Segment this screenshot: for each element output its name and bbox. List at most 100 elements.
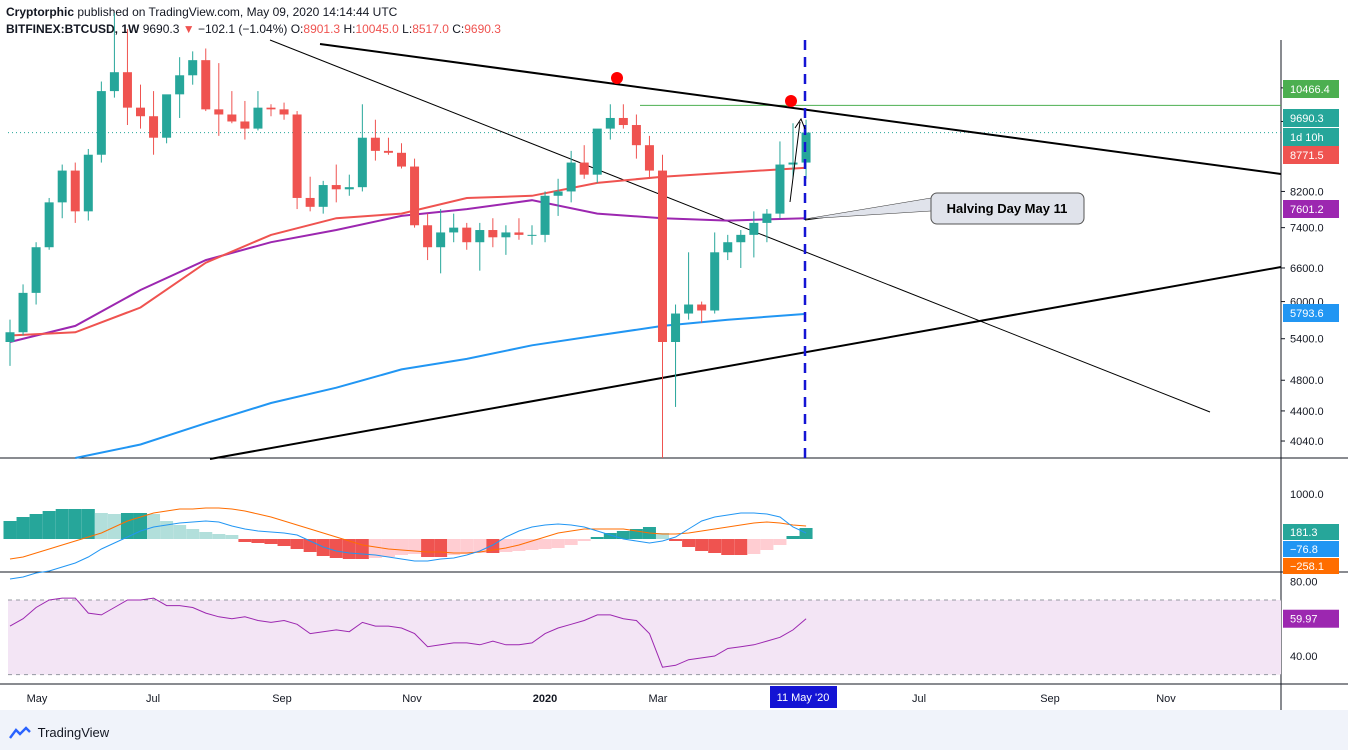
candle (383, 137, 393, 155)
candle-body (684, 304, 694, 314)
time-tick-label: 2020 (533, 693, 557, 705)
candle-body (775, 164, 785, 214)
candle (592, 128, 602, 183)
macd-histogram-bar (538, 539, 552, 549)
candle-body (788, 162, 798, 165)
halving-date-badge (770, 686, 837, 708)
candle-body (122, 72, 132, 108)
macd-histogram-bar (147, 514, 161, 539)
candle-body (331, 185, 341, 190)
candle (279, 102, 289, 120)
candle (527, 225, 537, 245)
macd-histogram-bar (329, 539, 343, 558)
candle-body (70, 170, 80, 212)
candle (449, 213, 459, 243)
candle (514, 218, 524, 240)
macd-badge-text: −258.1 (1290, 561, 1324, 573)
candle (188, 51, 198, 85)
rsi-badge (1283, 609, 1339, 628)
open-value: 8901.3 (303, 22, 341, 36)
macd-histogram-bar (525, 539, 539, 550)
candle (788, 123, 798, 179)
rsi-band-fill (8, 600, 1281, 675)
candle-body (723, 242, 733, 253)
macd-badge-text: 181.3 (1290, 527, 1318, 539)
price-tick-label: 4400.0 (1290, 406, 1324, 418)
candle (397, 143, 406, 169)
macd-histogram-bar (734, 539, 748, 555)
price-change: −102.1 (−1.04%) (197, 22, 288, 36)
candle (605, 104, 615, 140)
chart-area[interactable]: 11000.010000.08200.07400.06600.06000.054… (0, 0, 1348, 710)
candle-body (57, 170, 67, 203)
candle (775, 141, 785, 219)
plot-background (0, 40, 1348, 684)
tradingview-logo[interactable]: TradingView (8, 724, 109, 740)
candle (96, 81, 106, 163)
candle-body (18, 292, 28, 333)
candle-body (253, 107, 263, 129)
candle (710, 232, 720, 314)
candle (136, 84, 145, 129)
price-badge (1283, 304, 1339, 322)
candle (57, 164, 67, 219)
price-badge-text: 1d 10h (1290, 132, 1324, 144)
candle (540, 191, 550, 243)
candle (410, 158, 420, 228)
publish-info: Cryptorphic published on TradingView.com… (6, 5, 397, 19)
time-tick-label: Nov (402, 693, 422, 705)
candle-body (149, 116, 159, 138)
candle (201, 48, 211, 112)
macd-histogram-bar (290, 539, 304, 549)
candle-body (736, 234, 746, 243)
macd-histogram-bar (342, 539, 356, 559)
author-name[interactable]: Cryptorphic (6, 5, 75, 19)
macd-histogram-bar (721, 539, 735, 555)
macd-histogram-bar (355, 539, 369, 559)
macd-histogram-bar (186, 529, 200, 539)
time-tick-label: Sep (1040, 693, 1060, 705)
macd-histogram-bar (3, 521, 17, 539)
candle (227, 91, 237, 124)
candle-body (201, 60, 211, 110)
time-tick-label: Jul (912, 693, 926, 705)
candle (697, 301, 707, 323)
price-tick-label: 4800.0 (1290, 375, 1324, 387)
macd-histogram-bar (68, 509, 82, 539)
candle-body (749, 222, 759, 235)
macd-histogram-bar (434, 539, 448, 557)
candle-body (605, 117, 615, 129)
change-arrow-icon: ▼ (182, 22, 195, 36)
candle (423, 213, 433, 261)
macd-histogram-bar (251, 539, 265, 543)
candle (370, 119, 380, 161)
candle (292, 111, 302, 210)
candle-body (540, 195, 550, 235)
candle (31, 242, 41, 305)
candle-body (227, 114, 237, 122)
candle-body (96, 91, 106, 155)
ohlc-info: BITFINEX:BTCUSD, 1W 9690.3 ▼ −102.1 (−1.… (6, 22, 501, 36)
candle-body (279, 109, 289, 115)
candle-body (658, 170, 667, 343)
macd-histogram-bar (656, 533, 669, 539)
candle (462, 222, 472, 250)
candle (579, 145, 589, 179)
time-tick-label: 11 May '20 (777, 692, 830, 704)
macd-badge (1283, 558, 1339, 574)
candle-body (449, 227, 459, 233)
candle-body (31, 247, 41, 293)
macd-histogram-bar (616, 531, 630, 539)
time-tick-label: Nov (1156, 693, 1176, 705)
candle (684, 252, 694, 320)
candle (488, 218, 498, 248)
macd-histogram-bar (564, 539, 578, 545)
symbol-label[interactable]: BITFINEX:BTCUSD, 1W (6, 22, 140, 36)
candle-body (83, 154, 93, 212)
candle-body (266, 107, 276, 110)
candle-body (566, 162, 576, 192)
candle (305, 176, 315, 212)
price-tick-label: 5400.0 (1290, 334, 1324, 346)
macd-histogram-bar (421, 539, 435, 557)
low-label: L: (402, 22, 413, 36)
